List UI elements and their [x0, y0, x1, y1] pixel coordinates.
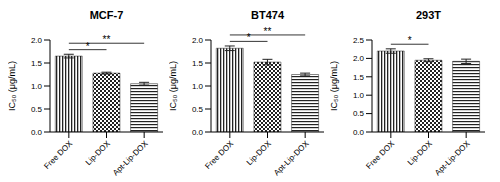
svg-text:Lip-DOX: Lip-DOX — [84, 139, 113, 168]
svg-text:*: * — [86, 41, 90, 52]
svg-text:2.0: 2.0 — [31, 36, 43, 45]
svg-text:Lip-DOX: Lip-DOX — [406, 139, 435, 168]
svg-text:Free DOX: Free DOX — [203, 139, 235, 171]
svg-text:1.0: 1.0 — [31, 82, 43, 91]
svg-text:Apt-Lip-DOX: Apt-Lip-DOX — [272, 139, 311, 178]
svg-text:IC₅₀ (μg/mL): IC₅₀ (μg/mL) — [330, 61, 339, 111]
svg-text:0.5: 0.5 — [192, 105, 204, 114]
html-text:293T: 293T — [416, 9, 441, 21]
html-text:BT474: BT474 — [251, 9, 284, 21]
svg-text:1.0: 1.0 — [353, 91, 365, 100]
svg-text:*: * — [247, 32, 251, 43]
svg-text:0.5: 0.5 — [353, 109, 365, 118]
svg-text:Free DOX: Free DOX — [42, 139, 74, 171]
html-text:MCF-7: MCF-7 — [89, 9, 124, 21]
svg-text:Free DOX: Free DOX — [364, 139, 396, 171]
svg-text:1.5: 1.5 — [353, 73, 365, 82]
svg-text:1.5: 1.5 — [31, 59, 43, 68]
svg-text:0.5: 0.5 — [31, 105, 43, 114]
svg-text:0.0: 0.0 — [192, 128, 204, 137]
svg-text:0.0: 0.0 — [31, 128, 43, 137]
svg-text:1.0: 1.0 — [192, 82, 204, 91]
svg-text:0.0: 0.0 — [353, 128, 365, 137]
svg-text:Apt-Lip-DOX: Apt-Lip-DOX — [111, 139, 150, 178]
svg-text:2.5: 2.5 — [353, 36, 365, 45]
svg-text:Apt-Lip-DOX: Apt-Lip-DOX — [433, 139, 472, 178]
svg-text:2.0: 2.0 — [353, 54, 365, 63]
svg-text:**: ** — [103, 34, 111, 45]
svg-text:1.5: 1.5 — [192, 59, 204, 68]
svg-text:IC₅₀ (μg/mL): IC₅₀ (μg/mL) — [169, 61, 178, 111]
svg-text:**: ** — [264, 26, 272, 37]
svg-text:Lip-DOX: Lip-DOX — [245, 139, 274, 168]
svg-text:*: * — [408, 35, 412, 46]
svg-text:2.0: 2.0 — [192, 36, 204, 45]
svg-text:IC₅₀ (μg/mL): IC₅₀ (μg/mL) — [8, 61, 17, 111]
